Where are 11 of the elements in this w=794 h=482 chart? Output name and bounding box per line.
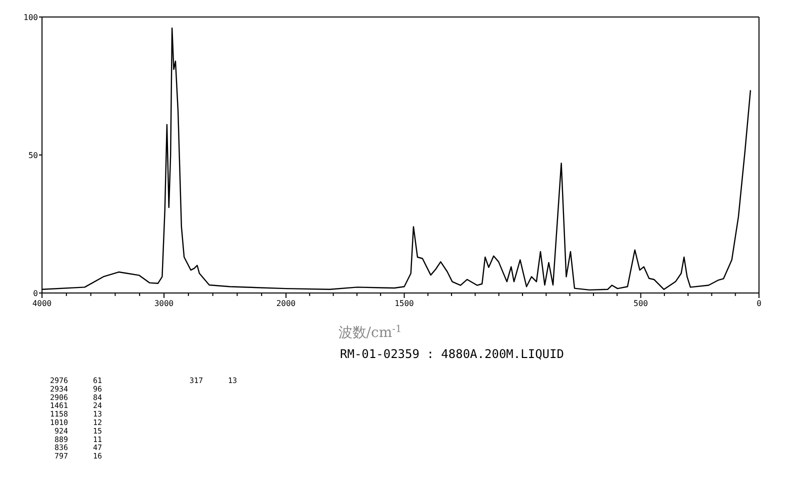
x-axis-title: 波数/cm$^{-1}$	[338, 324, 402, 341]
x-tick-label: 2000	[276, 299, 296, 308]
text: RM-01-02359 : 4880A.200M.LIQUID	[340, 347, 564, 361]
y-tick-label: 50	[28, 151, 38, 160]
y-tick-label: 100	[24, 13, 38, 22]
x-tick-label: 0	[756, 299, 762, 308]
x-tick-label: 500	[634, 299, 648, 308]
x-tick-label: 3000	[154, 299, 174, 308]
y-tick-label: 0	[33, 289, 38, 298]
x-tick-label: 4000	[32, 299, 52, 308]
x-tick-label: 1500	[394, 299, 414, 308]
